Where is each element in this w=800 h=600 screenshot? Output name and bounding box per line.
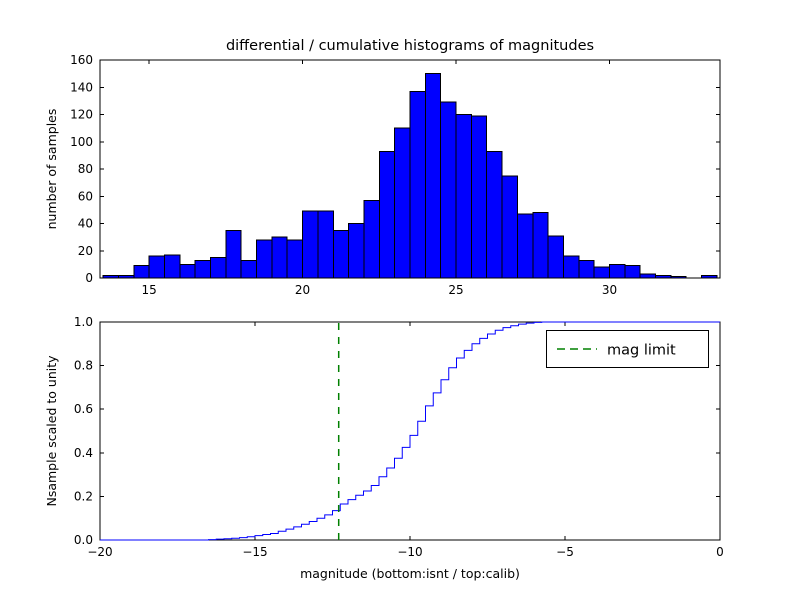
histogram-bar bbox=[348, 223, 365, 279]
x-tick-label: −10 bbox=[397, 545, 422, 559]
histogram-bar bbox=[532, 212, 549, 279]
histogram-bar bbox=[440, 101, 457, 279]
x-tick-label: −20 bbox=[87, 545, 112, 559]
histogram-bar bbox=[317, 210, 334, 279]
x-tick-label: 30 bbox=[602, 283, 617, 297]
y-tick-label: 160 bbox=[70, 53, 93, 67]
y-tick-label: 0.0 bbox=[74, 533, 93, 547]
histogram-bar bbox=[670, 276, 687, 279]
bottom-ylabel: Nsample scaled to unity bbox=[44, 355, 59, 507]
y-tick-label: 0.4 bbox=[74, 446, 93, 460]
histogram-bar bbox=[639, 273, 657, 279]
y-tick-label: 1.0 bbox=[74, 315, 93, 329]
histogram-bar bbox=[163, 254, 181, 279]
histogram-bar bbox=[470, 115, 488, 279]
cumulative-step-line bbox=[100, 321, 720, 541]
y-tick-label: 0.8 bbox=[74, 359, 93, 373]
x-tick-label: −5 bbox=[556, 545, 574, 559]
y-tick-label: 80 bbox=[78, 162, 93, 176]
histogram-bar bbox=[516, 213, 534, 279]
top-ylabel: number of samples bbox=[44, 109, 59, 230]
histogram-bar bbox=[547, 235, 564, 279]
histogram-bar bbox=[486, 150, 503, 279]
histogram-bar bbox=[271, 236, 288, 279]
bottom-xlabel: magnitude (bottom:isnt / top:calib) bbox=[300, 566, 520, 581]
axes-layer: 15 20 25 30 0 20 40 60 80 100 120 140 160 −20 −15 −10 −5… bbox=[70, 53, 724, 559]
histogram-bar bbox=[332, 229, 350, 279]
histogram-bar bbox=[286, 239, 304, 279]
histogram-bar bbox=[102, 274, 119, 279]
histogram-bar bbox=[302, 210, 319, 279]
y-tick-label: 120 bbox=[70, 108, 93, 122]
histogram-bar bbox=[424, 73, 442, 279]
histogram-bar bbox=[562, 255, 580, 279]
series-layer bbox=[100, 73, 720, 541]
y-tick-label: 140 bbox=[70, 80, 93, 94]
histogram-bar bbox=[209, 257, 227, 279]
y-tick-label: 0.2 bbox=[74, 489, 93, 503]
histogram-bar bbox=[240, 259, 258, 279]
histogram-bar bbox=[363, 199, 380, 279]
histogram-bar bbox=[256, 239, 273, 279]
histogram-bar bbox=[378, 150, 396, 279]
y-tick-label: 40 bbox=[78, 217, 93, 231]
histogram-bar bbox=[455, 114, 472, 279]
histogram-bar bbox=[148, 255, 165, 279]
histogram-bar bbox=[501, 175, 518, 279]
histogram-bar bbox=[655, 274, 672, 279]
y-tick-label: 20 bbox=[78, 244, 93, 258]
x-tick-label: −15 bbox=[242, 545, 267, 559]
x-tick-label: 15 bbox=[141, 283, 156, 297]
histogram-bar bbox=[194, 259, 211, 279]
histogram-bar bbox=[117, 274, 135, 279]
legend: mag limit bbox=[546, 330, 709, 368]
y-tick-label: 0 bbox=[85, 271, 93, 285]
histogram-bar bbox=[179, 263, 196, 279]
histogram-bar bbox=[593, 266, 611, 279]
histogram-bar bbox=[624, 265, 641, 279]
histogram-bar bbox=[133, 265, 150, 279]
x-tick-label: 25 bbox=[448, 283, 463, 297]
histogram-bar bbox=[578, 259, 595, 279]
chart-title: differential / cumulative histograms of … bbox=[226, 38, 594, 54]
y-tick-label: 60 bbox=[78, 189, 93, 203]
x-tick-label: 20 bbox=[295, 283, 310, 297]
legend-label: mag limit bbox=[607, 343, 676, 359]
histogram-bar bbox=[394, 127, 411, 279]
histogram-bar bbox=[225, 229, 242, 279]
histogram-bar bbox=[701, 274, 718, 279]
x-tick-label: 0 bbox=[716, 545, 724, 559]
y-tick-label: 0.6 bbox=[74, 402, 93, 416]
histogram-bar bbox=[609, 263, 626, 279]
histogram-bar bbox=[409, 90, 426, 279]
y-tick-label: 100 bbox=[70, 135, 93, 149]
